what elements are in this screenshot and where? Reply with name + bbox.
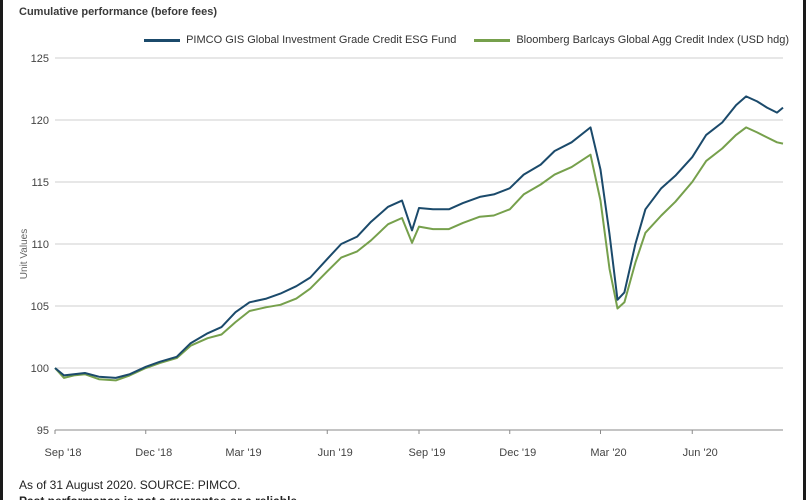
- y-tick-label: 100: [31, 363, 49, 375]
- legend-swatch-index: [474, 38, 511, 42]
- y-tick-label: 125: [31, 53, 49, 65]
- chart-plot: 95 100 105 110 115 120 125 Sep '18 Dec '18 Mar '…: [19, 53, 784, 459]
- x-tick-label: Jun '20: [683, 447, 718, 459]
- legend: PIMCO GIS Global Investment Grade Credit…: [144, 34, 789, 46]
- legend-item-fund: PIMCO GIS Global Investment Grade Credit…: [144, 34, 456, 46]
- chart-title: Cumulative performance (before fees): [19, 6, 218, 18]
- y-tick-label: 105: [31, 301, 49, 313]
- y-axis-title: Unit Values: [19, 229, 30, 279]
- y-tick-label: 120: [31, 115, 49, 127]
- legend-item-index: Bloomberg Barlcays Global Agg Credit Ind…: [474, 34, 789, 46]
- series-line-index: [54, 126, 784, 382]
- x-tick-label: Dec '18: [135, 447, 172, 459]
- x-tick-label: Sep '19: [409, 447, 446, 459]
- y-tick-label: 110: [31, 239, 49, 251]
- y-tick-label: 95: [37, 425, 49, 437]
- x-tick-label: Jun '19: [318, 447, 353, 459]
- legend-label-fund: PIMCO GIS Global Investment Grade Credit…: [186, 34, 457, 46]
- gridlines: [55, 57, 783, 431]
- legend-swatch-fund: [144, 38, 181, 42]
- series-lines: [54, 95, 784, 382]
- x-tick-label: Mar '19: [225, 447, 261, 459]
- y-tick-label: 115: [31, 177, 49, 189]
- footnote-cut-off: Past performance is not a guarantee or a…: [19, 494, 339, 500]
- x-tick-label: Dec '19: [499, 447, 536, 459]
- series-line-fund: [54, 95, 784, 379]
- x-tick-labels: Sep '18 Dec '18 Mar '19 Jun '19 Sep '19 Dec '…: [45, 430, 718, 459]
- x-tick-label: Mar '20: [590, 447, 626, 459]
- x-tick-label: Sep '18: [45, 447, 82, 459]
- footnote: As of 31 August 2020. SOURCE: PIMCO.: [19, 478, 241, 492]
- y-tick-labels: 95 100 105 110 115 120 125: [31, 53, 49, 437]
- legend-label-index: Bloomberg Barlcays Global Agg Credit Ind…: [516, 34, 789, 46]
